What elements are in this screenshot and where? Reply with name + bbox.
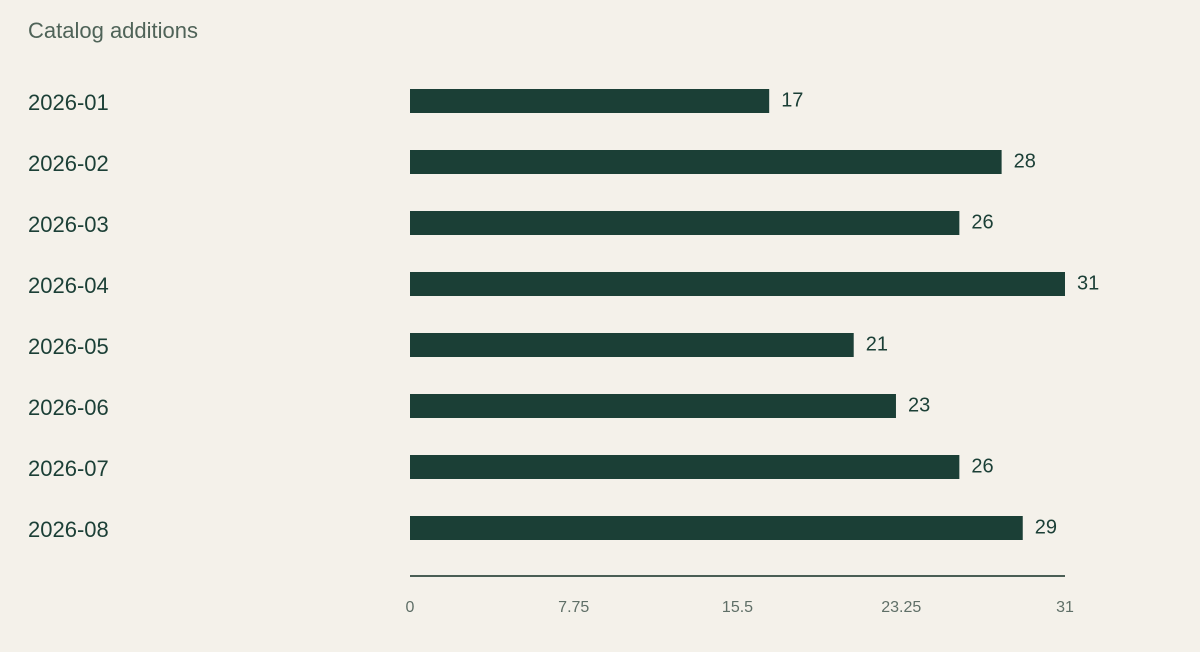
bar: [410, 516, 1023, 540]
y-tick-label: 2026-01: [28, 90, 109, 115]
bar: [410, 272, 1065, 296]
value-label: 28: [1014, 150, 1036, 172]
value-label: 26: [971, 211, 993, 233]
y-tick-label: 2026-04: [28, 273, 109, 298]
value-label: 31: [1077, 272, 1099, 294]
y-tick-label: 2026-02: [28, 151, 109, 176]
bar: [410, 211, 960, 235]
y-tick-label: 2026-06: [28, 395, 109, 420]
chart-title: Catalog additions: [28, 18, 198, 43]
x-tick-label: 15.5: [722, 599, 753, 616]
value-label: 29: [1035, 516, 1057, 538]
y-tick-label: 2026-03: [28, 212, 109, 237]
x-tick-label: 31: [1056, 599, 1074, 616]
x-tick-label: 0: [406, 599, 415, 616]
x-tick-label: 7.75: [558, 599, 589, 616]
value-label: 17: [781, 89, 803, 111]
y-tick-label: 2026-05: [28, 334, 109, 359]
value-label: 21: [866, 333, 888, 355]
y-tick-label: 2026-08: [28, 517, 109, 542]
bar: [410, 394, 896, 418]
bar: [410, 333, 854, 357]
bar: [410, 89, 770, 113]
value-label: 26: [971, 455, 993, 477]
value-label: 23: [908, 394, 930, 416]
y-tick-label: 2026-07: [28, 456, 109, 481]
bar: [410, 455, 960, 479]
bar: [410, 150, 1002, 174]
x-tick-label: 23.25: [881, 599, 921, 616]
